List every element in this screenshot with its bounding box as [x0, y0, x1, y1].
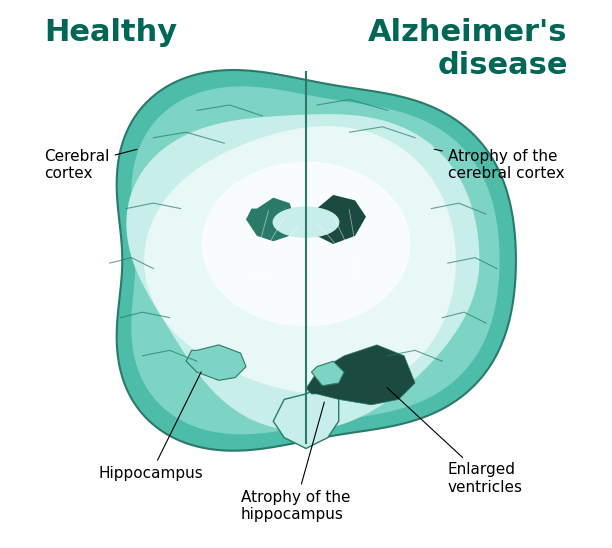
Text: Atrophy of the
hippocampus: Atrophy of the hippocampus: [241, 402, 350, 522]
Text: Healthy: Healthy: [44, 18, 177, 47]
Polygon shape: [117, 70, 516, 450]
Polygon shape: [306, 345, 415, 405]
Text: Hippocampus: Hippocampus: [99, 372, 204, 481]
Text: Atrophy of the
cerebral cortex: Atrophy of the cerebral cortex: [434, 149, 564, 181]
Polygon shape: [306, 195, 366, 244]
Ellipse shape: [203, 162, 409, 326]
Polygon shape: [144, 126, 456, 395]
Text: Enlarged
ventricles: Enlarged ventricles: [387, 387, 523, 495]
Polygon shape: [312, 361, 344, 386]
Polygon shape: [127, 114, 479, 431]
Ellipse shape: [274, 207, 338, 237]
Polygon shape: [132, 87, 499, 435]
Text: Alzheimer's
disease: Alzheimer's disease: [368, 18, 568, 81]
Polygon shape: [186, 345, 246, 380]
Polygon shape: [274, 383, 338, 448]
Polygon shape: [246, 198, 295, 241]
Text: Cerebral
cortex: Cerebral cortex: [44, 149, 137, 181]
